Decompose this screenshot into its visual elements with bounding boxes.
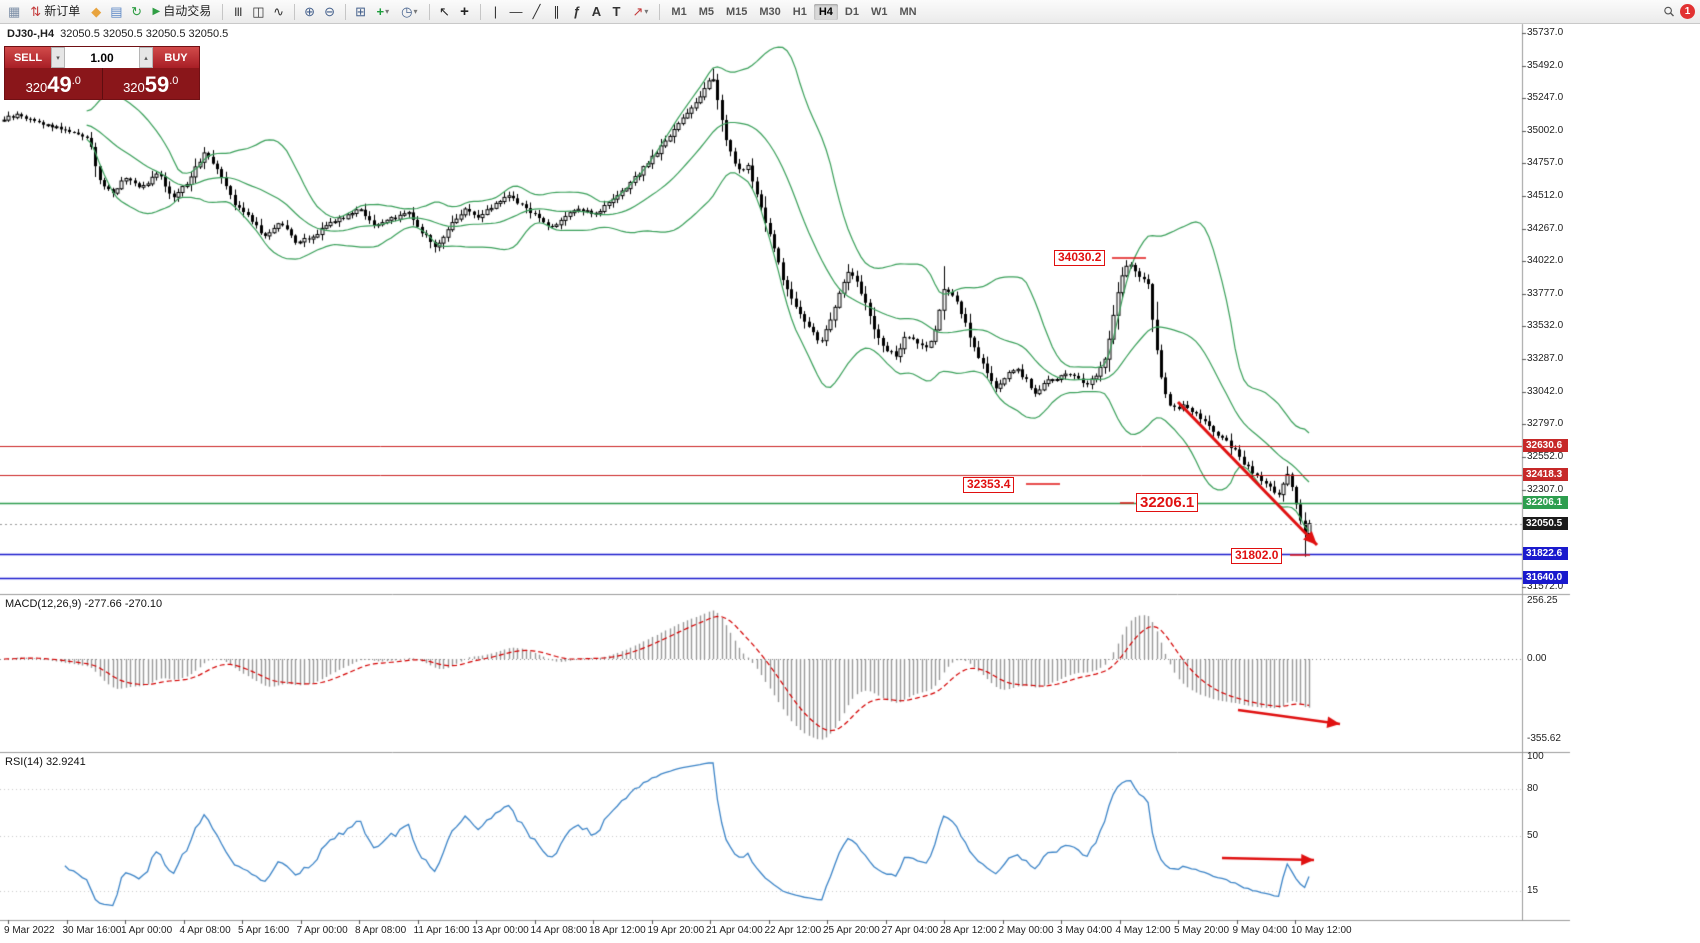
new-order-button[interactable]: ⇅ 新订单 bbox=[25, 2, 85, 21]
chart-title: DJ30-,H4 32050.5 32050.5 32050.5 32050.5 bbox=[7, 28, 228, 40]
timeframe-w1[interactable]: W1 bbox=[870, 5, 888, 18]
ohlc-values: 32050.5 32050.5 32050.5 32050.5 bbox=[60, 28, 229, 40]
timeframe-mn[interactable]: MN bbox=[899, 5, 917, 18]
timeframe-m15[interactable]: M15 bbox=[725, 5, 748, 18]
timeframe-m1[interactable]: M1 bbox=[671, 5, 687, 18]
timeframe-d1[interactable]: D1 bbox=[844, 5, 859, 18]
toolbar: ▦ ⇅ 新订单 ◆ ▤ ↻ ▶ 自动交易 ||| ◫ ∿ ⊕ ⊖ ⊞ + ▾ ◷… bbox=[0, 0, 1700, 24]
timeframe-h1[interactable]: H1 bbox=[792, 5, 807, 18]
timeframe-h4[interactable]: H4 bbox=[813, 3, 838, 20]
notification-badge[interactable]: 1 bbox=[1680, 4, 1695, 19]
periods-button[interactable]: ◷ ▾ bbox=[396, 2, 422, 21]
cursor-icon[interactable]: ↖ bbox=[439, 4, 450, 19]
toolbar-separator bbox=[479, 3, 481, 20]
bars-chart-icon[interactable]: ||| bbox=[234, 6, 243, 16]
tile-windows-icon[interactable]: ⊞ bbox=[355, 4, 366, 19]
zoom-in-icon[interactable]: ⊕ bbox=[304, 4, 315, 19]
autotrading-label: 自动交易 bbox=[163, 4, 212, 18]
one-click-trading-panel: SELL ▾ 1.00 ▴ BUY 320 49.0 320 59.0 bbox=[4, 46, 200, 100]
sell-button[interactable]: SELL bbox=[5, 47, 51, 68]
autotrading-icon: ▶ bbox=[152, 6, 161, 17]
arrow-tool-button[interactable]: ↗ ▾ bbox=[628, 2, 654, 21]
volume-down-button[interactable]: ▾ bbox=[51, 47, 65, 68]
indicators-icon: + bbox=[376, 4, 385, 19]
volume-up-button[interactable]: ▴ bbox=[139, 47, 153, 68]
profiles-icon[interactable]: ▤ bbox=[110, 4, 123, 19]
toolbar-separator bbox=[428, 3, 430, 20]
autotrading-button[interactable]: ▶ 自动交易 bbox=[148, 2, 217, 21]
label-tool-icon[interactable]: T bbox=[612, 4, 621, 19]
rsi-label: RSI(14) 32.9241 bbox=[5, 756, 86, 768]
buy-price[interactable]: 320 59.0 bbox=[103, 68, 200, 99]
sell-price[interactable]: 320 49.0 bbox=[5, 68, 103, 99]
toolbar-separator bbox=[659, 3, 661, 20]
symbol-period-label: DJ30-,H4 bbox=[7, 28, 55, 40]
annotation-swing-high[interactable]: 34030.2 bbox=[1054, 250, 1106, 266]
channel-tool-icon[interactable]: ∥ bbox=[553, 4, 560, 19]
search-icon[interactable] bbox=[1660, 2, 1678, 21]
timeframe-m30[interactable]: M30 bbox=[759, 5, 781, 18]
zoom-out-icon[interactable]: ⊖ bbox=[324, 4, 335, 19]
new-order-label: 新订单 bbox=[44, 4, 81, 18]
indicators-button[interactable]: + ▾ bbox=[372, 2, 395, 21]
toolbar-separator bbox=[293, 3, 295, 20]
buy-price-prefix: 320 bbox=[123, 80, 145, 95]
macd-label: MACD(12,26,9) -277.66 -270.10 bbox=[5, 598, 163, 610]
annotation-level-32206[interactable]: 32206.1 bbox=[1136, 493, 1199, 513]
sell-price-prefix: 320 bbox=[25, 80, 48, 95]
toolbar-separator bbox=[222, 3, 224, 20]
vertical-line-tool-icon[interactable]: | bbox=[493, 4, 498, 19]
arrow-tool-icon: ↗ bbox=[632, 4, 644, 19]
new-order-icon: ⇅ bbox=[30, 4, 42, 19]
annotation-swing-low[interactable]: 31802.0 bbox=[1231, 548, 1283, 564]
buy-price-big: 59 bbox=[144, 72, 170, 97]
trendline-tool-icon[interactable]: ╱ bbox=[532, 4, 541, 19]
buy-button[interactable]: BUY bbox=[153, 47, 199, 68]
chart-window-icon[interactable]: ▦ bbox=[8, 4, 21, 19]
horizontal-line-tool-icon[interactable]: — bbox=[509, 4, 523, 19]
timeframe-m5[interactable]: M5 bbox=[698, 5, 714, 18]
annotation-level-32353[interactable]: 32353.4 bbox=[963, 477, 1015, 493]
periods-icon: ◷ bbox=[401, 4, 413, 19]
folder-icon[interactable]: ◆ bbox=[91, 4, 102, 19]
caret-icon: ▾ bbox=[644, 7, 649, 16]
line-chart-icon[interactable]: ∿ bbox=[273, 4, 284, 19]
refresh-icon[interactable]: ↻ bbox=[131, 4, 142, 19]
fibonacci-tool-icon[interactable]: ƒ bbox=[572, 4, 581, 19]
text-tool-icon[interactable]: A bbox=[591, 4, 602, 19]
sell-price-decimal: .0 bbox=[71, 75, 81, 87]
crosshair-icon[interactable]: + bbox=[460, 3, 469, 20]
candle-chart-icon[interactable]: ◫ bbox=[252, 4, 265, 19]
toolbar-separator bbox=[344, 3, 346, 20]
caret-icon: ▾ bbox=[385, 7, 390, 16]
caret-icon: ▾ bbox=[413, 7, 418, 16]
buy-price-decimal: .0 bbox=[169, 75, 179, 87]
volume-field[interactable]: 1.00 bbox=[65, 47, 139, 68]
sell-price-big: 49 bbox=[47, 72, 72, 97]
